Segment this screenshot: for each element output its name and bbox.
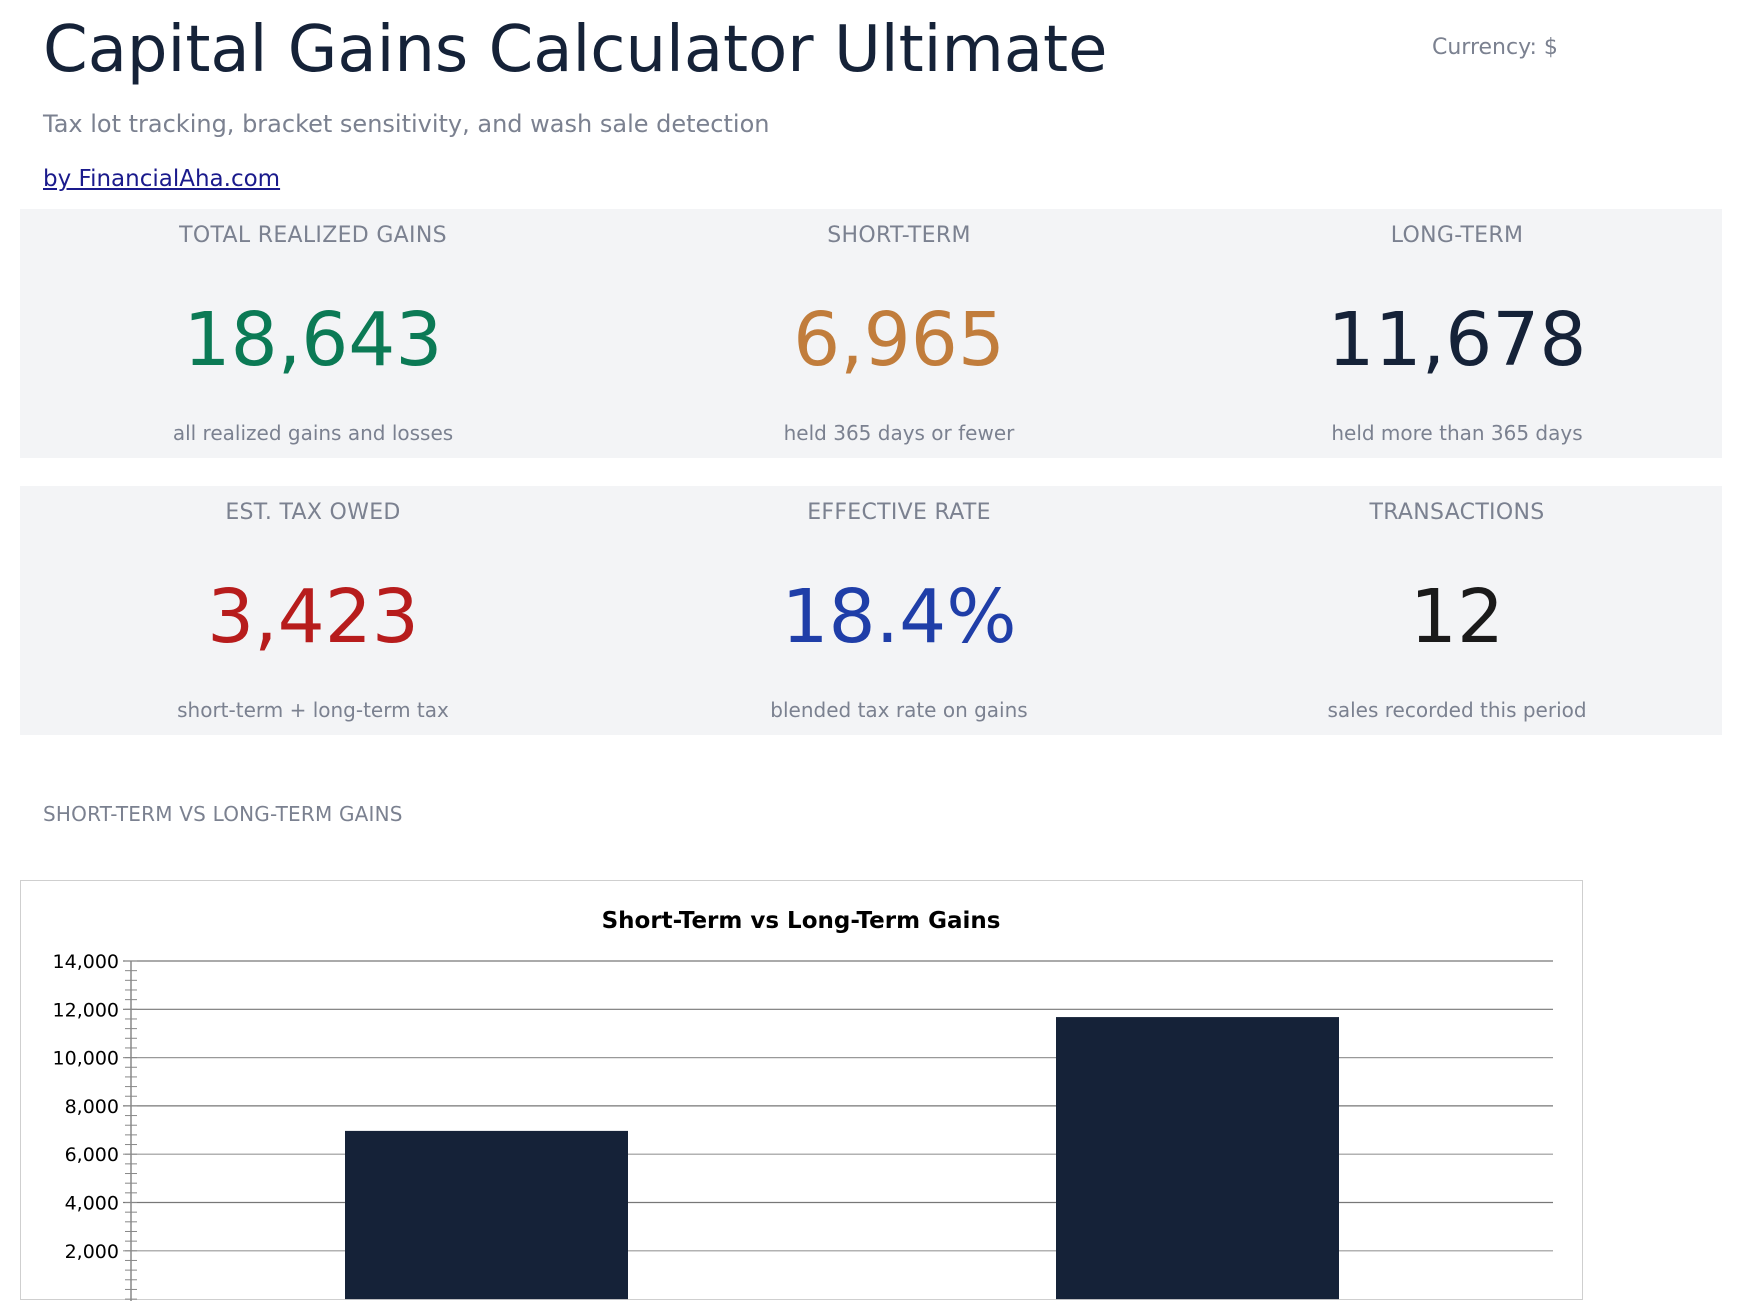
chart-y-tick-labels: 2,000 4,000 6,000 8,000 10,000 12,000 14,000 [53,951,119,1263]
card-effective-rate: EFFECTIVE RATE 18.4% blended tax rate on… [606,486,1192,735]
card-label: EST. TAX OWED [225,500,401,525]
y-tick-label: 8,000 [65,1096,119,1118]
page-subtitle: Tax lot tracking, bracket sensitivity, a… [43,110,770,138]
summary-row-tax: EST. TAX OWED 3,423 short-term + long-te… [20,486,1722,735]
y-tick-label: 12,000 [53,999,119,1021]
currency-indicator: Currency: $ [1432,35,1558,60]
card-label: TRANSACTIONS [1369,500,1545,525]
card-short-term: SHORT-TERM 6,965 held 365 days or fewer [606,209,1192,458]
summary-row-gains: TOTAL REALIZED GAINS 18,643 all realized… [20,209,1722,458]
card-label: SHORT-TERM [827,223,971,248]
card-value: 11,678 [1327,297,1587,383]
page-title: Capital Gains Calculator Ultimate [43,13,1108,87]
card-label: TOTAL REALIZED GAINS [179,223,447,248]
card-note: held 365 days or fewer [783,421,1015,445]
card-label: LONG-TERM [1390,223,1524,248]
y-tick-label: 4,000 [65,1193,119,1215]
byline-link[interactable]: by FinancialAha.com [43,166,281,192]
card-value: 3,423 [207,574,419,660]
y-tick-label: 10,000 [53,1048,119,1070]
card-value: 12 [1409,574,1505,660]
y-tick-label: 2,000 [65,1241,119,1263]
chart-container: Short-Term vs Long-Term Gains 2,000 4,000… [20,880,1583,1301]
bar-long-term [1056,1017,1339,1300]
y-tick-label: 14,000 [53,951,119,973]
card-value: 18.4% [781,574,1017,660]
card-note: sales recorded this period [1327,698,1587,722]
card-note: short-term + long-term tax [177,698,449,722]
bar-chart: Short-Term vs Long-Term Gains 2,000 4,000… [53,908,1553,1301]
chart-title: Short-Term vs Long-Term Gains [602,908,1001,934]
card-value: 6,965 [793,297,1005,383]
card-est-tax-owed: EST. TAX OWED 3,423 short-term + long-te… [20,486,606,735]
card-value: 18,643 [183,297,443,383]
card-transactions: TRANSACTIONS 12 sales recorded this peri… [1192,486,1722,735]
card-note: held more than 365 days [1331,421,1583,445]
card-long-term: LONG-TERM 11,678 held more than 365 days [1192,209,1722,458]
card-note: blended tax rate on gains [770,698,1028,722]
card-label: EFFECTIVE RATE [807,500,991,525]
chart-bars [345,1017,1339,1300]
y-tick-label: 6,000 [65,1144,119,1166]
bar-short-term [345,1130,628,1300]
card-note: all realized gains and losses [172,421,454,445]
chart-section-heading: SHORT-TERM VS LONG-TERM GAINS [43,802,403,826]
card-total-realized-gains: TOTAL REALIZED GAINS 18,643 all realized… [20,209,606,458]
